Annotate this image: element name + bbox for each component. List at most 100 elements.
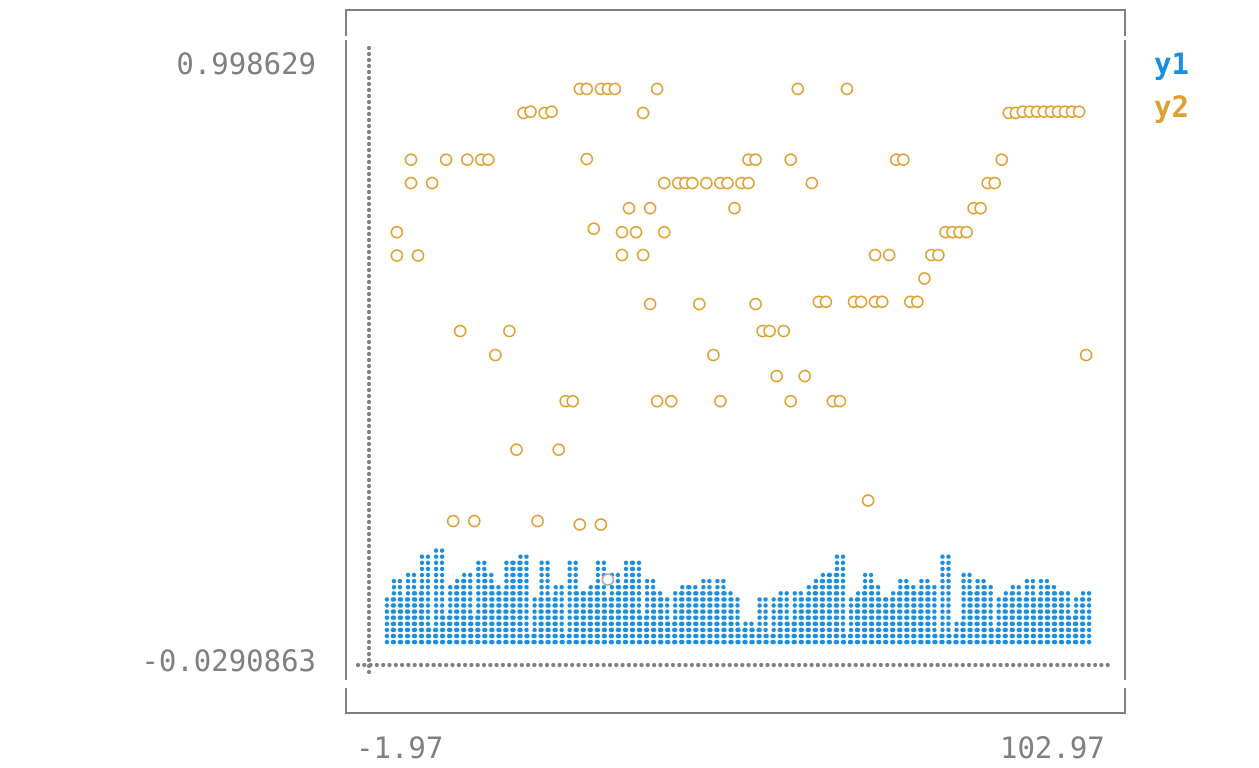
y1-dot [468, 603, 473, 608]
y1-dot [961, 578, 966, 584]
x-axis-dot [538, 662, 543, 668]
y1-dot [455, 578, 460, 584]
y1-dot [722, 591, 727, 596]
y1-dot [840, 627, 846, 633]
y-axis-dot [366, 399, 372, 405]
y1-dot [609, 609, 615, 614]
y1-dot [602, 597, 608, 602]
y1-dot [439, 585, 445, 590]
y1-dot [518, 578, 523, 584]
y1-dot [757, 621, 762, 626]
y1-dot [680, 585, 685, 590]
y1-dot [1052, 603, 1058, 608]
y1-dot [869, 639, 875, 645]
x-axis-dot [658, 662, 663, 668]
y1-dot [694, 597, 699, 602]
y1-dot [497, 621, 502, 626]
y1-dot [708, 621, 713, 626]
y1-dot [1024, 597, 1030, 602]
y1-dot [926, 639, 931, 645]
y1-dot [397, 591, 403, 596]
y1-dot [553, 639, 558, 645]
y1-dot [694, 591, 699, 596]
y1-dot [412, 609, 418, 614]
y1-dot [898, 639, 903, 645]
y1-dot [855, 615, 861, 620]
y1-dot [891, 591, 896, 596]
y1-dot [553, 609, 558, 614]
y1-dot [778, 609, 783, 614]
y1-dot [588, 603, 593, 608]
x-axis-dot [721, 662, 726, 668]
y1-dot [468, 578, 473, 584]
x-axis-dot [740, 662, 745, 668]
y1-dot [891, 621, 896, 626]
y1-dot [954, 639, 959, 645]
y-axis-dot [366, 219, 372, 225]
x-axis-dot [412, 662, 417, 668]
x-axis-dot [859, 662, 865, 668]
y2-point [580, 82, 594, 96]
x-axis-dot [1004, 662, 1010, 668]
y-axis-dot [366, 45, 372, 51]
y1-dot [476, 633, 481, 639]
y2-point [552, 443, 566, 457]
y-tick-label-top: 0.998629 [176, 47, 316, 81]
y1-dot [497, 627, 502, 633]
y1-dot [518, 591, 523, 596]
y-axis-dot [366, 309, 372, 315]
y1-dot [504, 566, 509, 572]
y1-dot [397, 585, 403, 590]
y1-dot [476, 603, 481, 608]
x-axis-dot [519, 662, 524, 668]
y1-dot [1080, 615, 1086, 620]
y1-dot [636, 591, 642, 596]
y1-dot [932, 603, 937, 608]
y1-dot [1038, 621, 1044, 626]
y1-dot [439, 603, 445, 608]
y1-dot [588, 621, 593, 626]
y1-dot [926, 597, 931, 602]
y1-dot [1003, 627, 1008, 633]
frame-bottom-bracket [345, 688, 1126, 714]
y1-dot [439, 572, 445, 578]
y1-dot [630, 585, 636, 590]
y2-point [643, 201, 657, 215]
y1-dot [666, 639, 671, 645]
y1-dot [511, 633, 516, 639]
y1-dot [912, 627, 917, 633]
y1-dot [1010, 633, 1015, 639]
y1-dot [384, 597, 390, 602]
y2-point [700, 176, 713, 190]
y1-dot [919, 585, 924, 590]
y1-dot [433, 566, 439, 572]
y1-dot [384, 615, 390, 620]
y1-dot [391, 633, 397, 639]
y1-dot [595, 597, 601, 602]
x-axis-dot [551, 662, 556, 668]
y1-dot [778, 627, 783, 633]
y1-dot [891, 633, 896, 639]
y2-point [798, 369, 812, 383]
y1-dot [750, 633, 755, 639]
y1-dot [946, 615, 951, 620]
y1-dot [687, 633, 692, 639]
x-axis-dot [885, 662, 890, 668]
y1-dot [940, 572, 945, 578]
y1-dot [961, 603, 966, 608]
y-axis-dot [366, 249, 372, 255]
y1-dot [680, 591, 685, 596]
y-axis-dot [366, 489, 372, 495]
y1-dot [1080, 633, 1086, 639]
y1-dot [862, 639, 868, 645]
y1-dot [518, 597, 523, 602]
y1-dot [398, 603, 404, 608]
x-axis-dot [727, 662, 732, 668]
y1-dot [981, 578, 986, 584]
y1-dot [637, 639, 643, 645]
y1-dot [827, 572, 833, 578]
y1-dot [940, 639, 945, 645]
y1-dot [905, 639, 910, 645]
y1-dot [855, 609, 861, 614]
y1-dot [1073, 603, 1079, 608]
